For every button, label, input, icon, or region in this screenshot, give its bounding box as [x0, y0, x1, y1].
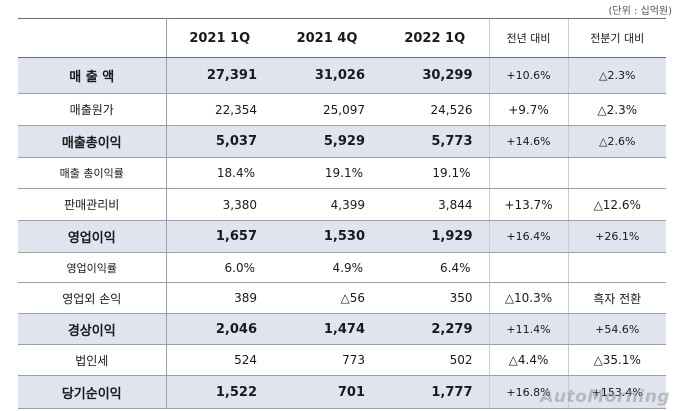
- cell-2021-4q: 31,026: [273, 57, 381, 94]
- row-label: 당기순이익: [18, 375, 167, 409]
- header-2022-1q: 2022 1Q: [381, 18, 489, 58]
- row-label: 영업이익: [18, 220, 167, 253]
- cell-2021-4q: 19.1%: [273, 157, 381, 189]
- cell-yoy: +9.7%: [488, 93, 568, 126]
- cell-qoq: △2.6%: [567, 125, 666, 158]
- cell-qoq: +153.4%: [567, 375, 666, 409]
- row-label: 매출원가: [18, 93, 167, 126]
- cell-qoq: [567, 157, 666, 189]
- row-label: 경상이익: [18, 313, 167, 345]
- cell-2021-4q: △56: [273, 282, 381, 314]
- cell-2022-1q: 19.1%: [381, 157, 489, 189]
- cell-2021-1q: 6.0%: [166, 252, 273, 283]
- table-row: 판매관리비 3,380 4,399 3,844 +13.7% △12.6%: [18, 188, 666, 221]
- cell-qoq: [567, 252, 666, 283]
- cell-yoy: +14.6%: [488, 125, 568, 158]
- cell-2021-1q: 27,391: [166, 57, 273, 94]
- cell-qoq: △2.3%: [567, 57, 666, 94]
- cell-2021-1q: 389: [166, 282, 273, 314]
- cell-qoq: +26.1%: [567, 220, 666, 253]
- cell-2022-1q: 1,777: [381, 375, 489, 409]
- cell-yoy: [488, 157, 568, 189]
- cell-qoq: △2.3%: [567, 93, 666, 126]
- cell-yoy: +16.8%: [488, 375, 568, 409]
- cell-yoy: △10.3%: [488, 282, 568, 314]
- table-row: 법인세 524 773 502 △4.4% △35.1%: [18, 344, 666, 376]
- cell-2021-4q: 701: [273, 375, 381, 409]
- cell-yoy: +13.7%: [488, 188, 568, 221]
- row-label: 법인세: [18, 344, 167, 376]
- cell-2022-1q: 350: [381, 282, 489, 314]
- cell-2021-1q: 3,380: [166, 188, 273, 221]
- row-label: 매출 총이익률: [18, 157, 167, 189]
- cell-2022-1q: 3,844: [381, 188, 489, 221]
- cell-2021-4q: 773: [273, 344, 381, 376]
- cell-2021-4q: 5,929: [273, 125, 381, 158]
- header-qoq: 전분기 대비: [567, 18, 666, 58]
- row-label: 영업이익률: [18, 252, 167, 283]
- financial-results-table: 2021 1Q 2021 4Q 2022 1Q 전년 대비 전분기 대비 매 출…: [18, 18, 666, 409]
- cell-2022-1q: 502: [381, 344, 489, 376]
- table-row: 경상이익 2,046 1,474 2,279 +11.4% +54.6%: [18, 313, 666, 345]
- cell-yoy: +10.6%: [488, 57, 568, 94]
- cell-2022-1q: 30,299: [381, 57, 489, 94]
- cell-2021-4q: 1,474: [273, 313, 381, 345]
- cell-qoq: 흑자 전환: [567, 282, 666, 314]
- unit-note: (단위 : 십억원): [608, 6, 672, 17]
- cell-2022-1q: 6.4%: [381, 252, 489, 283]
- header-label-cell: [18, 18, 167, 58]
- cell-2021-4q: 4.9%: [273, 252, 381, 283]
- table-row: 매출 총이익률 18.4% 19.1% 19.1%: [18, 157, 666, 189]
- cell-2021-1q: 1,657: [166, 220, 273, 253]
- cell-2021-1q: 22,354: [166, 93, 273, 126]
- cell-yoy: △4.4%: [488, 344, 568, 376]
- cell-2022-1q: 5,773: [381, 125, 489, 158]
- cell-yoy: +16.4%: [488, 220, 568, 253]
- table-row: 매출총이익 5,037 5,929 5,773 +14.6% △2.6%: [18, 125, 666, 158]
- cell-qoq: +54.6%: [567, 313, 666, 345]
- cell-2021-4q: 4,399: [273, 188, 381, 221]
- row-label: 매 출 액: [18, 57, 167, 94]
- cell-2022-1q: 24,526: [381, 93, 489, 126]
- cell-2021-1q: 18.4%: [166, 157, 273, 189]
- cell-2021-4q: 1,530: [273, 220, 381, 253]
- header-2021-1q: 2021 1Q: [166, 18, 273, 58]
- row-label: 매출총이익: [18, 125, 167, 158]
- cell-2022-1q: 2,279: [381, 313, 489, 345]
- table-row: 영업외 손익 389 △56 350 △10.3% 흑자 전환: [18, 282, 666, 314]
- cell-2021-4q: 25,097: [273, 93, 381, 126]
- cell-2021-1q: 524: [166, 344, 273, 376]
- row-label: 판매관리비: [18, 188, 167, 221]
- cell-qoq: △35.1%: [567, 344, 666, 376]
- watermark-logo: AutoMorning: [540, 387, 670, 407]
- cell-2022-1q: 1,929: [381, 220, 489, 253]
- table-row: 매 출 액 27,391 31,026 30,299 +10.6% △2.3%: [18, 57, 666, 94]
- cell-yoy: +11.4%: [488, 313, 568, 345]
- cell-2021-1q: 2,046: [166, 313, 273, 345]
- table-row: 매출원가 22,354 25,097 24,526 +9.7% △2.3%: [18, 93, 666, 126]
- table-header-row: 2021 1Q 2021 4Q 2022 1Q 전년 대비 전분기 대비: [18, 18, 666, 58]
- header-yoy: 전년 대비: [488, 18, 568, 58]
- cell-2021-1q: 1,522: [166, 375, 273, 409]
- cell-2021-1q: 5,037: [166, 125, 273, 158]
- cell-yoy: [488, 252, 568, 283]
- table-row: 당기순이익 1,522 701 1,777 +16.8% +153.4%: [18, 375, 666, 409]
- header-2021-4q: 2021 4Q: [273, 18, 381, 58]
- row-label: 영업외 손익: [18, 282, 167, 314]
- table-row: 영업이익 1,657 1,530 1,929 +16.4% +26.1%: [18, 220, 666, 253]
- cell-qoq: △12.6%: [567, 188, 666, 221]
- table-row: 영업이익률 6.0% 4.9% 6.4%: [18, 252, 666, 283]
